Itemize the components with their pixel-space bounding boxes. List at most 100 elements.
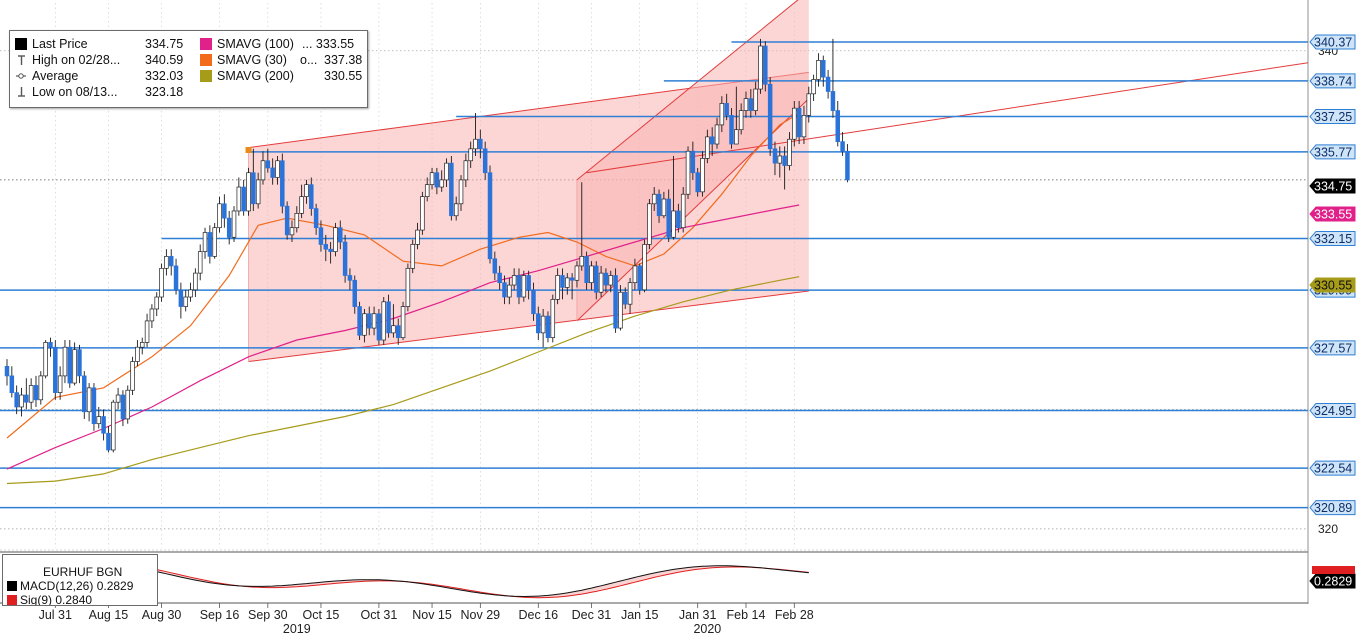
candle (463, 153, 469, 188)
candle (743, 91, 749, 118)
candle (173, 258, 179, 295)
candle-body (482, 148, 488, 174)
tag-box (1309, 144, 1356, 160)
tag-box (1309, 73, 1356, 89)
candle-body (420, 196, 425, 231)
candle-body (222, 203, 227, 219)
candle (193, 268, 198, 298)
candle (685, 146, 691, 200)
candle-body (19, 394, 24, 408)
candle-body (690, 150, 696, 174)
candle-body (729, 114, 734, 145)
candle (782, 146, 787, 190)
candle-body (521, 275, 527, 298)
candle (705, 129, 710, 164)
candle-body (260, 160, 266, 181)
candle-body (598, 272, 604, 293)
candle-body (458, 179, 464, 205)
candle (318, 220, 324, 252)
candle (767, 77, 773, 156)
candle (666, 189, 671, 243)
macd-legend-item[interactable]: MACD(12,26) 0.2829 (7, 579, 133, 593)
candle-body (72, 349, 77, 384)
candle (424, 177, 430, 202)
candle (328, 242, 333, 264)
candle-body (666, 198, 671, 238)
x-tick-label: Jan 31 (679, 608, 717, 622)
candle-body (309, 184, 314, 209)
average-marker-icon (15, 70, 27, 82)
candle-body (96, 416, 102, 425)
candle-body (661, 198, 667, 217)
candle (540, 308, 546, 348)
candle (222, 194, 227, 228)
candle-body (342, 241, 348, 276)
candle (700, 151, 705, 197)
candle (627, 277, 633, 314)
candle-body (381, 301, 386, 341)
candle (19, 387, 24, 417)
candle (526, 270, 531, 300)
candle (38, 371, 44, 405)
candle (96, 406, 102, 429)
candle-body (594, 265, 599, 293)
candle-body (453, 203, 459, 217)
candle-body (777, 155, 783, 164)
candle (236, 177, 242, 216)
last-price-tag: 334.75 (1309, 178, 1356, 194)
candle (415, 222, 420, 250)
candle (77, 344, 82, 384)
legend-label: SMAVG (30) (217, 53, 287, 67)
candle (603, 268, 609, 293)
smavg-100-tag: 333.55 (1309, 206, 1356, 222)
candle (574, 261, 580, 288)
candle-body (743, 98, 749, 111)
x-tick-label: Nov 29 (461, 608, 501, 622)
low-marker-icon (15, 86, 27, 98)
candle (313, 203, 319, 235)
candle-body (782, 155, 787, 166)
candle-body (502, 282, 507, 298)
legend-suffix: o... (300, 53, 318, 67)
candle (840, 132, 845, 156)
candle-body (622, 291, 628, 305)
candle-body (255, 179, 261, 205)
candle (487, 165, 493, 264)
candle-body (62, 346, 68, 377)
candle (275, 155, 280, 185)
candle (511, 268, 517, 290)
candle-body (159, 267, 164, 298)
candle (555, 268, 560, 305)
candle (168, 249, 174, 276)
candle-body (613, 275, 618, 329)
candle (729, 108, 734, 149)
candle (91, 383, 97, 431)
candle-body (579, 256, 585, 267)
candle (516, 268, 522, 305)
candle (251, 148, 256, 211)
candle-body (352, 279, 358, 307)
candle-body (241, 186, 246, 212)
candle-body (86, 387, 92, 413)
candle (231, 206, 237, 243)
tag-box (1309, 277, 1356, 293)
candle (28, 378, 34, 410)
candle-body (497, 272, 502, 284)
candle (154, 292, 159, 317)
candle-body (671, 210, 676, 238)
candle (53, 340, 58, 400)
signal-legend-item[interactable]: Sig(9) 0.2840 (7, 593, 92, 605)
candle (338, 220, 343, 250)
candle (680, 187, 686, 233)
candle-body (294, 213, 300, 229)
high-marker-icon (15, 54, 27, 66)
candle (57, 366, 63, 400)
candle-body (584, 256, 589, 284)
candle-body (391, 325, 396, 334)
candle-body (618, 291, 623, 329)
smavg-200-tag: 330.55 (1309, 277, 1356, 293)
candle (434, 167, 440, 195)
candle-body (627, 282, 633, 305)
candle (830, 38, 836, 118)
